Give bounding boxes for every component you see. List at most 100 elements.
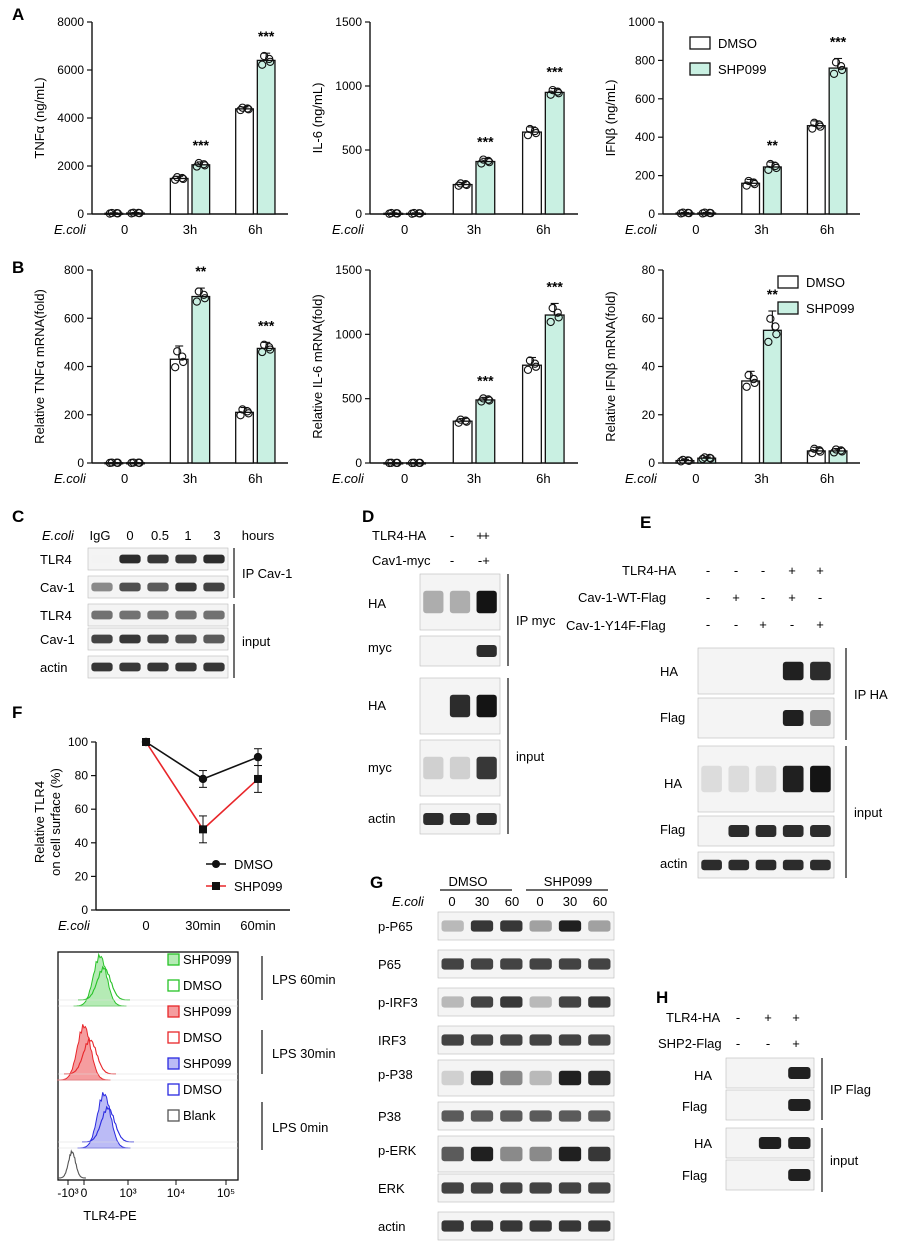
lane-header: 60 <box>593 894 607 909</box>
y-tick-label: 1000 <box>335 79 362 93</box>
sign: + <box>764 1010 772 1025</box>
blot-g <box>437 949 615 979</box>
band <box>810 765 831 793</box>
blot-label: HA <box>694 1136 712 1151</box>
ecoli-label-g: E.coli <box>392 894 425 909</box>
band <box>449 694 471 718</box>
data-point <box>253 752 263 762</box>
data-point <box>546 90 555 99</box>
data-point <box>548 303 557 313</box>
x-tick-label: 6h <box>536 471 550 486</box>
band <box>441 920 464 932</box>
group-label: input <box>516 749 545 764</box>
band <box>558 920 582 932</box>
band <box>500 1070 523 1086</box>
band <box>91 662 113 672</box>
ecoli-label-c: E.coli <box>42 528 75 543</box>
band <box>529 1146 552 1162</box>
legend-swatch <box>167 953 180 966</box>
data-point <box>815 446 824 455</box>
band <box>119 662 141 672</box>
band <box>588 1070 611 1086</box>
blot-label: ERK <box>378 1181 405 1196</box>
band <box>119 582 141 592</box>
band <box>119 634 141 644</box>
x-tick-label: 3h <box>467 471 481 486</box>
data-point <box>485 396 494 405</box>
legend-label: SHP099 <box>183 1004 231 1019</box>
y-tick-label: 500 <box>342 392 362 406</box>
blot-g <box>437 987 615 1017</box>
data-point <box>816 447 825 456</box>
band <box>441 958 464 970</box>
band <box>147 662 169 672</box>
x-tick-label: 3h <box>183 471 197 486</box>
bar-shp099 <box>256 347 276 464</box>
band <box>529 1034 552 1046</box>
x-axis-label: TLR4-PE <box>83 1208 137 1223</box>
blot-g <box>437 1025 615 1055</box>
band <box>500 1110 523 1122</box>
data-point <box>546 317 555 327</box>
band <box>441 1220 464 1232</box>
x-tick-label: 6h <box>248 222 262 237</box>
bar-dmso <box>235 108 254 215</box>
x-axis-label: E.coli <box>54 471 87 486</box>
group-label: LPS 30min <box>272 1046 336 1061</box>
band <box>441 1146 464 1162</box>
band <box>147 582 169 592</box>
band <box>558 1146 582 1162</box>
data-point <box>749 178 758 187</box>
data-point <box>107 208 116 218</box>
x-tick-label: 10⁴ <box>167 1186 186 1200</box>
blot-label: Flag <box>660 710 685 725</box>
bar-shp099 <box>544 91 565 215</box>
legend-label-shp099: SHP099 <box>806 301 854 316</box>
band <box>500 1034 523 1046</box>
band <box>476 813 497 825</box>
x-tick-label: 0 <box>401 222 408 237</box>
y-tick-label: 0 <box>648 456 655 470</box>
group-label: IP HA <box>854 687 888 702</box>
y-tick-label: 0 <box>81 903 88 917</box>
band <box>529 1070 552 1086</box>
band <box>470 996 494 1008</box>
band <box>119 554 141 564</box>
band <box>529 996 552 1008</box>
data-point <box>700 208 709 217</box>
legend-label: SHP099 <box>183 1056 231 1071</box>
histogram-line <box>63 1037 117 1075</box>
row-label: Cav1-myc <box>372 553 431 568</box>
significance-label: *** <box>830 33 847 49</box>
data-point <box>525 124 535 134</box>
bar-shp099 <box>544 314 565 464</box>
data-point <box>244 105 253 114</box>
legend-label: SHP099 <box>183 952 231 967</box>
data-point <box>393 458 402 468</box>
band <box>529 1220 552 1232</box>
data-point <box>113 209 122 218</box>
y-tick-label: 40 <box>75 836 89 850</box>
band <box>441 1110 464 1122</box>
band <box>500 1182 523 1194</box>
band <box>449 813 471 825</box>
band <box>175 582 197 592</box>
band <box>500 958 523 970</box>
data-point <box>200 161 209 170</box>
blot-label: p-P38 <box>378 1067 413 1082</box>
y-tick-label: 8000 <box>57 15 84 29</box>
group-label: input <box>242 634 271 649</box>
significance-label: *** <box>258 317 275 333</box>
significance-label: *** <box>193 137 210 153</box>
y-tick-label: 1500 <box>335 15 362 29</box>
data-point <box>771 322 780 331</box>
data-point <box>113 458 122 467</box>
band <box>91 610 113 620</box>
x-tick-label: 6h <box>248 471 262 486</box>
band <box>558 1034 582 1046</box>
data-point <box>700 453 709 462</box>
band <box>203 662 225 672</box>
group-header: DMSO <box>449 874 488 889</box>
band <box>782 859 804 871</box>
band <box>810 710 831 726</box>
